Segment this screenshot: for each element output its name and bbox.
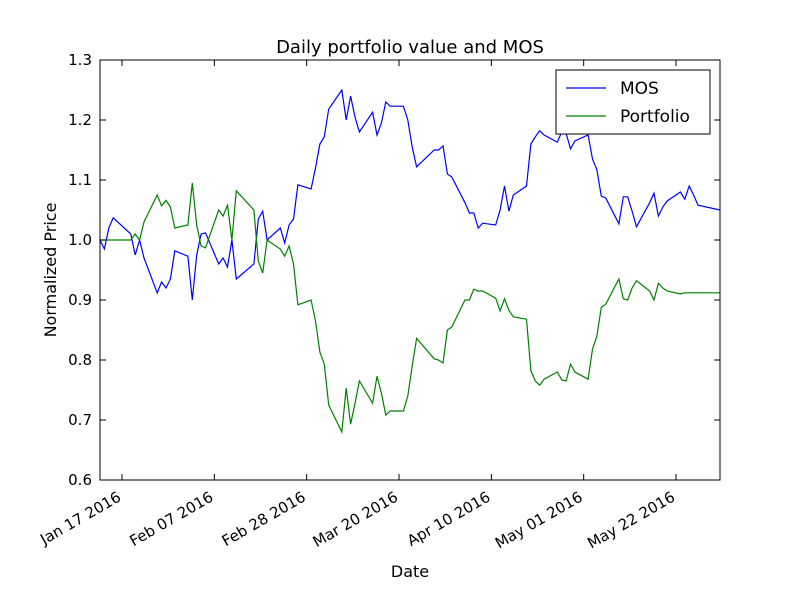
series-line-mos [99,88,721,301]
y-axis-label: Normalized Price [41,203,60,338]
x-axis-label: Date [391,562,429,581]
y-tick-label: 1.1 [68,171,92,189]
axes-frame [99,59,721,481]
chart-title: Daily portfolio value and MOS [276,37,544,58]
y-tick-label: 0.8 [68,351,92,369]
y-tick-label: 0.9 [68,291,92,309]
y-tick-label: 1.0 [68,231,92,249]
legend-box [555,69,711,135]
y-tick-label: 1.3 [68,51,92,69]
y-tick-label: 0.6 [68,471,92,489]
series-line-portfolio [100,182,720,435]
legend-label-mos: MOS [620,79,659,99]
y-tick-label: 0.7 [68,411,92,429]
y-tick-label: 1.2 [68,111,92,129]
legend-label-portfolio: Portfolio [620,107,690,127]
